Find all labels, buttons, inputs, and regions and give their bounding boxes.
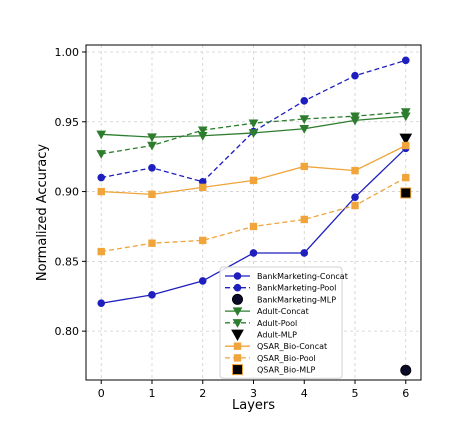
data-point bbox=[401, 56, 410, 65]
data-point bbox=[96, 150, 107, 159]
x-tick-label: 1 bbox=[148, 387, 155, 400]
x-tick-label: 2 bbox=[199, 387, 206, 400]
data-point bbox=[402, 173, 410, 182]
data-point bbox=[249, 222, 258, 231]
legend-label: Adult-Pool bbox=[257, 319, 297, 328]
data-point bbox=[399, 133, 413, 146]
legend-label: BankMarketing-Pool bbox=[257, 284, 336, 293]
data-point bbox=[197, 126, 208, 136]
axis-ticks: 0 1 2 3 4 5 6 0.80 0.85 0.90 0.95 1.00 bbox=[55, 46, 410, 400]
series-bankmarketing-mlp bbox=[400, 364, 412, 376]
x-tick-label: 4 bbox=[301, 387, 308, 400]
legend-label: BankMarketing-MLP bbox=[257, 295, 336, 304]
data-point bbox=[148, 190, 156, 199]
data-point bbox=[400, 108, 411, 118]
data-point bbox=[97, 187, 105, 196]
legend-item: QSAR_Bio-Concat bbox=[225, 342, 327, 351]
data-point bbox=[300, 215, 308, 224]
y-tick-label: 0.85 bbox=[55, 255, 80, 268]
data-point bbox=[351, 201, 359, 210]
data-point bbox=[400, 364, 412, 376]
legend-label: Adult-Concat bbox=[257, 307, 309, 316]
data-point bbox=[299, 115, 310, 125]
data-point bbox=[351, 71, 359, 80]
data-point bbox=[97, 247, 105, 256]
data-point bbox=[148, 291, 156, 299]
data-point bbox=[351, 193, 359, 201]
legend-item: Adult-Pool bbox=[225, 319, 297, 328]
data-point bbox=[96, 130, 107, 140]
series-adult-mlp bbox=[399, 133, 413, 146]
legend-label: BankMarketing-Concat bbox=[257, 272, 348, 281]
data-point bbox=[147, 141, 157, 151]
legend-marker bbox=[231, 329, 244, 342]
data-point bbox=[199, 236, 207, 245]
series-qsar-bio-mlp bbox=[400, 187, 412, 199]
legend-marker bbox=[232, 364, 243, 376]
legend-label: QSAR_Bio-Concat bbox=[257, 342, 327, 351]
y-tick-label: 0.90 bbox=[55, 186, 80, 199]
data-point bbox=[249, 176, 258, 185]
data-point bbox=[351, 166, 359, 175]
legend-label: Adult-MLP bbox=[257, 331, 297, 340]
data-point bbox=[148, 164, 156, 172]
data-point bbox=[249, 249, 258, 257]
data-point bbox=[400, 187, 412, 199]
x-axis-label: Layers bbox=[232, 398, 275, 413]
data-point bbox=[248, 119, 259, 129]
legend-item: Adult-Concat bbox=[225, 307, 309, 317]
data-point bbox=[147, 133, 157, 143]
data-point bbox=[350, 112, 360, 122]
legend-frame bbox=[219, 266, 343, 379]
series-adult-pool bbox=[96, 108, 411, 159]
data-point bbox=[300, 249, 309, 257]
data-point bbox=[97, 299, 106, 308]
series-qsar-bio-pool bbox=[97, 173, 410, 256]
data-point bbox=[148, 239, 156, 247]
x-tick-label: 0 bbox=[98, 387, 105, 400]
data-point bbox=[402, 141, 410, 150]
legend-marker bbox=[233, 354, 242, 362]
legend-marker bbox=[232, 319, 243, 328]
legend-marker bbox=[232, 293, 243, 305]
legend-item: BankMarketing-Pool bbox=[225, 284, 336, 293]
data-point bbox=[299, 125, 310, 134]
series-qsar-bio-concat bbox=[97, 141, 410, 199]
legend-item: QSAR_Bio-Pool bbox=[225, 354, 316, 363]
x-tick-label: 3 bbox=[250, 387, 257, 400]
x-tick-label: 5 bbox=[352, 387, 359, 400]
y-tick-label: 0.95 bbox=[55, 116, 80, 129]
legend-label: QSAR_Bio-Pool bbox=[257, 354, 316, 363]
legend-item: QSAR_Bio-MLP bbox=[232, 364, 316, 376]
x-tick-label: 6 bbox=[402, 387, 409, 400]
legend-item: Adult-MLP bbox=[231, 329, 297, 342]
y-tick-label: 1.00 bbox=[55, 46, 80, 59]
legend-item: BankMarketing-Concat bbox=[225, 272, 348, 281]
legend-marker bbox=[233, 342, 242, 350]
data-point bbox=[300, 97, 309, 105]
y-tick-label: 0.80 bbox=[55, 325, 80, 338]
data-series bbox=[96, 56, 413, 376]
legend-marker bbox=[232, 307, 243, 317]
series-bankmarketing-concat bbox=[97, 144, 410, 308]
data-point bbox=[248, 129, 259, 138]
y-axis-label: Normalized Accuracy bbox=[35, 144, 50, 282]
data-point bbox=[300, 162, 308, 171]
legend-item: BankMarketing-MLP bbox=[232, 293, 336, 305]
legend-marker bbox=[233, 283, 242, 292]
legend: BankMarketing-Concat BankMarketing-Pool Ba… bbox=[219, 266, 348, 379]
data-point bbox=[97, 173, 106, 182]
legend-marker bbox=[233, 272, 242, 280]
legend-label: QSAR_Bio-MLP bbox=[257, 366, 316, 375]
data-point bbox=[199, 183, 207, 192]
data-point bbox=[198, 277, 207, 285]
